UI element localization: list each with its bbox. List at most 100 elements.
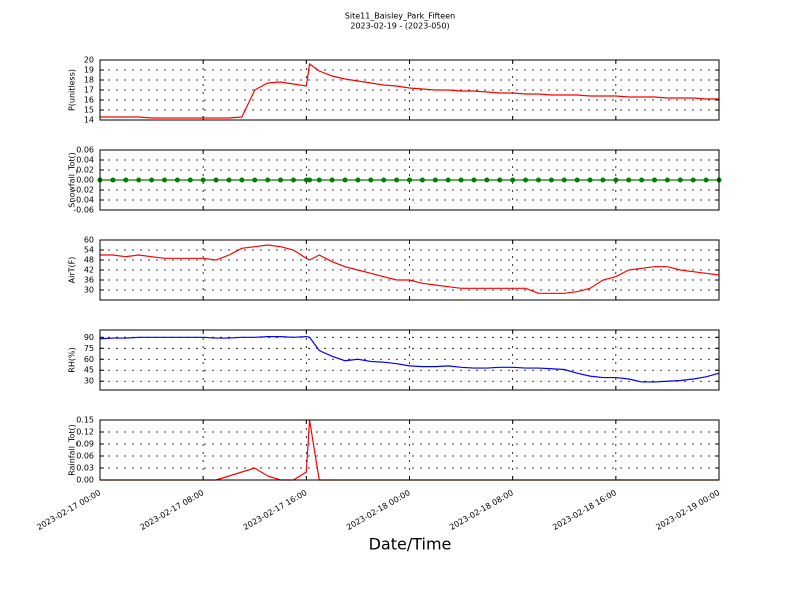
plot-frame (99, 59, 720, 121)
data-point (510, 177, 516, 183)
data-point (342, 177, 348, 183)
y-axis-label: Rainfall_Tot() (68, 424, 77, 476)
y-tick-label: 42 (84, 266, 94, 275)
y-tick-label: 60 (84, 355, 94, 364)
data-point (548, 177, 554, 183)
plot-frame (99, 419, 720, 481)
data-line (100, 62, 719, 119)
y-tick-label: -0.02 (73, 186, 94, 195)
y-tick-label: 0.15 (76, 416, 94, 425)
chart-subtitle: 2023-02-19 - (2023-050) (350, 22, 449, 31)
y-tick-label: 75 (84, 344, 94, 353)
data-point (381, 177, 387, 183)
data-point (664, 177, 670, 183)
y-axis-label: RH(%) (68, 347, 77, 372)
y-tick-label: 36 (84, 276, 94, 285)
y-tick-label: 30 (84, 377, 94, 386)
data-point (626, 177, 632, 183)
data-point (239, 177, 245, 183)
x-tick-label: 2023-02-18 08:00 (448, 488, 515, 532)
x-tick-label: 2023-02-18 16:00 (551, 488, 618, 532)
y-tick-label: 0.06 (76, 146, 94, 155)
y-tick-label: 48 (84, 256, 94, 265)
data-point (110, 177, 116, 183)
y-tick-label: 45 (84, 366, 94, 375)
data-point (690, 177, 696, 183)
data-point (307, 177, 313, 183)
data-line (99, 335, 720, 383)
y-tick-label: 0.09 (76, 440, 94, 449)
y-tick-label: 0.06 (76, 452, 94, 461)
data-point (187, 177, 193, 183)
data-point (316, 177, 322, 183)
data-point (523, 177, 529, 183)
data-point (471, 177, 477, 183)
data-point (329, 177, 335, 183)
data-point (703, 177, 709, 183)
x-axis-label: Date/Time (369, 535, 452, 554)
data-line (100, 244, 720, 294)
data-point (355, 177, 361, 183)
y-tick-label: 90 (84, 333, 94, 342)
data-point (445, 177, 451, 183)
x-tick-label: 2023-02-18 00:00 (345, 488, 412, 532)
y-tick-label: 0.02 (76, 166, 94, 175)
data-point (535, 177, 541, 183)
data-point (394, 177, 400, 183)
chart-title: Site11_Baisley_Park_Fifteen (345, 12, 455, 21)
data-point (200, 177, 206, 183)
data-point (368, 177, 374, 183)
data-point (458, 177, 464, 183)
y-tick-label: 0.00 (76, 476, 94, 485)
y-tick-label: 0.00 (76, 176, 94, 185)
data-point (652, 177, 658, 183)
y-tick-label: 60 (84, 236, 94, 245)
data-point (613, 177, 619, 183)
data-point (161, 177, 167, 183)
data-point (136, 177, 142, 183)
data-point (497, 177, 503, 183)
data-point (123, 177, 129, 183)
plot-frame (99, 329, 720, 391)
y-axis-label: AirT(F) (68, 257, 77, 284)
y-tick-label: 19 (84, 66, 94, 75)
y-axis-label: Snowfall_Tot() (68, 152, 77, 208)
plot-frame (99, 149, 720, 211)
data-point (252, 177, 258, 183)
y-tick-label: 18 (84, 76, 94, 85)
x-tick-label: 2023-02-17 08:00 (138, 488, 205, 532)
data-point (600, 177, 606, 183)
data-point (432, 177, 438, 183)
data-point (677, 177, 683, 183)
data-point (587, 177, 593, 183)
x-tick-label: 2023-02-17 16:00 (242, 488, 309, 532)
x-tick-label: 2023-02-17 00:00 (35, 488, 102, 532)
data-point (407, 177, 412, 183)
data-point (226, 177, 232, 183)
data-point (419, 177, 425, 183)
y-tick-label: 0.03 (76, 464, 94, 473)
data-point (574, 177, 580, 183)
data-point (290, 177, 296, 183)
plot-frame (99, 239, 720, 301)
data-point (561, 177, 567, 183)
y-tick-label: 30 (84, 286, 94, 295)
y-tick-label: 17 (84, 86, 94, 95)
data-point (213, 177, 219, 183)
y-tick-label: 20 (84, 56, 94, 65)
y-tick-label: 54 (84, 246, 94, 255)
y-axis-label: P(unitless) (68, 69, 77, 111)
data-point (639, 177, 645, 183)
data-point (484, 177, 490, 183)
y-tick-label: 16 (84, 96, 94, 105)
y-tick-label: 14 (84, 116, 94, 125)
data-point (265, 177, 271, 183)
y-tick-label: 15 (84, 106, 94, 115)
y-tick-label: -0.06 (73, 206, 94, 215)
y-tick-label: 0.04 (76, 156, 94, 165)
y-tick-label: -0.04 (73, 196, 94, 205)
x-tick-label: 2023-02-19 00:00 (654, 488, 721, 532)
data-point (149, 177, 155, 183)
y-tick-label: 0.12 (76, 428, 94, 437)
